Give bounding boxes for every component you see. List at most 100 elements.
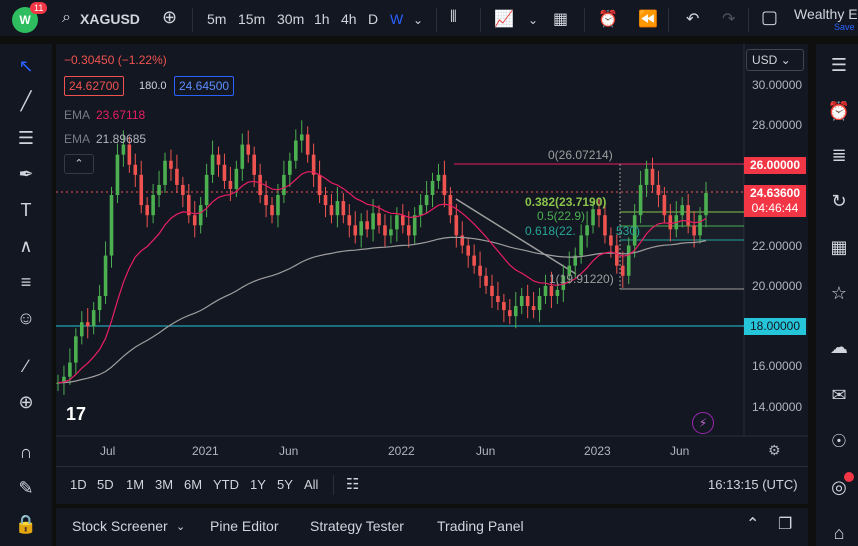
range-5d[interactable]: 5D [97, 477, 114, 492]
lightning-icon[interactable]: ⚡ [692, 412, 714, 434]
chevron-down-icon[interactable]: ⌄ [413, 13, 424, 27]
symbol-name[interactable]: XAGUSD [80, 11, 140, 27]
text-icon[interactable]: T [20, 200, 32, 220]
search-icon[interactable]: ⌕ [62, 9, 71, 26]
calendar-icon[interactable]: ▦ [830, 237, 848, 257]
tab-strategy-tester[interactable]: Strategy Tester [310, 518, 404, 534]
settings-gear-icon[interactable]: ⚙ [768, 442, 781, 458]
tf-4h[interactable]: 4h [341, 11, 357, 27]
cursor-icon[interactable]: ↖ [18, 56, 34, 76]
zoom-in-icon[interactable]: ⊕ [18, 392, 34, 412]
tab-pine-editor[interactable]: Pine Editor [210, 518, 279, 534]
candle-body [519, 295, 524, 307]
range-1d[interactable]: 1D [70, 477, 87, 492]
streams-icon[interactable]: ☉ [830, 431, 848, 451]
emoji-icon[interactable]: ☺ [16, 308, 36, 328]
clock-display[interactable]: 16:13:15 (UTC) [708, 477, 798, 492]
tf-1h[interactable]: 1h [314, 11, 330, 27]
ideas-bulb-icon[interactable]: ☆ [830, 283, 848, 303]
lock-icon[interactable]: 🔒 [14, 514, 38, 534]
chart-svg[interactable] [56, 44, 808, 504]
range-3m[interactable]: 3M [155, 477, 174, 492]
bid-price[interactable]: 24.62700 [64, 76, 125, 96]
pattern-icon[interactable]: ∧ [19, 236, 33, 256]
layout-grid-icon[interactable]: ▦ [553, 11, 569, 28]
chat-cloud-icon[interactable]: ☁ [830, 337, 848, 357]
candle-body [299, 134, 304, 141]
watchlist-icon[interactable]: ☰ [830, 55, 848, 75]
fullscreen-icon[interactable]: ▢ [761, 7, 779, 27]
candle-body [692, 225, 696, 236]
tab-stock-screener[interactable]: Stock Screener [72, 518, 168, 534]
tf-5m[interactable]: 5m [207, 11, 227, 27]
candle-body [68, 362, 72, 377]
chart-pane[interactable]: −0.30450 (−1.22%) 24.62700 180.0 24.6450… [56, 44, 808, 504]
range-bar: 1D 5D 1M 3M 6M YTD 1Y 5Y All ☷ 16:13:15 … [56, 466, 808, 502]
ema1-label: EMA [64, 108, 91, 122]
candle-body [555, 289, 560, 296]
range-ytd[interactable]: YTD [213, 477, 239, 492]
add-list-icon[interactable]: ≣ [831, 145, 847, 165]
trend-line-icon[interactable]: ╱ [20, 91, 32, 111]
currency-select[interactable]: USD ⌄ [746, 49, 804, 71]
divider [748, 8, 749, 32]
date-range-icon[interactable]: ☷ [346, 476, 360, 493]
candle-body [181, 184, 185, 196]
time-label: 2021 [192, 444, 219, 458]
candle-body [353, 225, 358, 236]
divider [192, 8, 193, 32]
range-all[interactable]: All [304, 477, 319, 492]
candle-body [145, 205, 149, 216]
lock-drawing-icon[interactable]: ✎ [18, 478, 34, 498]
range-1y[interactable]: 1Y [250, 477, 266, 492]
horizontal-lines-icon[interactable]: ☰ [17, 128, 35, 148]
alert-icon[interactable]: ⏰ [598, 11, 618, 28]
ema-fast-line [57, 171, 707, 384]
maximize-panel-icon[interactable]: ❐ [778, 516, 793, 533]
candle-body [305, 134, 310, 155]
tf-w[interactable]: W [390, 11, 404, 27]
chevron-down-icon[interactable]: ⌄ [528, 13, 539, 27]
divider [480, 8, 481, 32]
save-button[interactable]: Save [834, 22, 855, 32]
replay-icon[interactable]: ⏪ [638, 11, 658, 28]
range-1m[interactable]: 1M [126, 477, 145, 492]
tf-15m[interactable]: 15m [238, 11, 266, 27]
tab-trading-panel[interactable]: Trading Panel [437, 518, 524, 534]
bell-icon[interactable]: ⌂ [833, 523, 845, 543]
undo-icon[interactable]: ↶ [686, 11, 700, 28]
magnet-icon[interactable]: ∩ [19, 442, 33, 462]
add-symbol-icon[interactable]: ⊕ [162, 7, 178, 27]
candle-body [341, 201, 346, 216]
divider [584, 8, 585, 32]
candle-body [169, 160, 173, 169]
alarm-clock-icon[interactable]: ⏰ [827, 101, 851, 121]
brush-icon[interactable]: ✒ [18, 164, 34, 184]
messages-icon[interactable]: ✉ [831, 385, 847, 405]
collapse-panel-icon[interactable]: ⌃ [746, 516, 760, 533]
ask-price[interactable]: 24.64500 [174, 76, 235, 96]
redo-icon[interactable]: ↷ [722, 11, 736, 28]
tf-30m[interactable]: 30m [277, 11, 305, 27]
fib-trend [455, 198, 577, 275]
range-6m[interactable]: 6M [184, 477, 203, 492]
broadcast-icon[interactable]: ◎ [831, 477, 847, 497]
chevron-down-icon[interactable]: ⌄ [176, 521, 186, 533]
tf-d[interactable]: D [368, 11, 379, 27]
candle-body [436, 174, 441, 181]
ruler-icon[interactable]: ∕ [24, 356, 28, 376]
collapse-legend-button[interactable]: ⌃ [64, 154, 94, 174]
time-label: 2022 [388, 444, 415, 458]
candle-body [549, 285, 554, 296]
candle-body [56, 382, 60, 384]
user-name[interactable]: Wealthy E [794, 6, 858, 22]
prediction-icon[interactable]: ≡ [20, 272, 32, 292]
candle-body [383, 225, 387, 236]
candle-style-icon[interactable]: ⫴ [450, 9, 457, 26]
candle-body [311, 154, 316, 175]
indicators-icon[interactable]: 📈 [494, 11, 514, 28]
price-change: −0.30450 (−1.22%) [64, 53, 167, 67]
range-5y[interactable]: 5Y [277, 477, 293, 492]
hotlists-icon[interactable]: ↻ [831, 191, 847, 211]
notification-badge: 11 [30, 2, 48, 14]
